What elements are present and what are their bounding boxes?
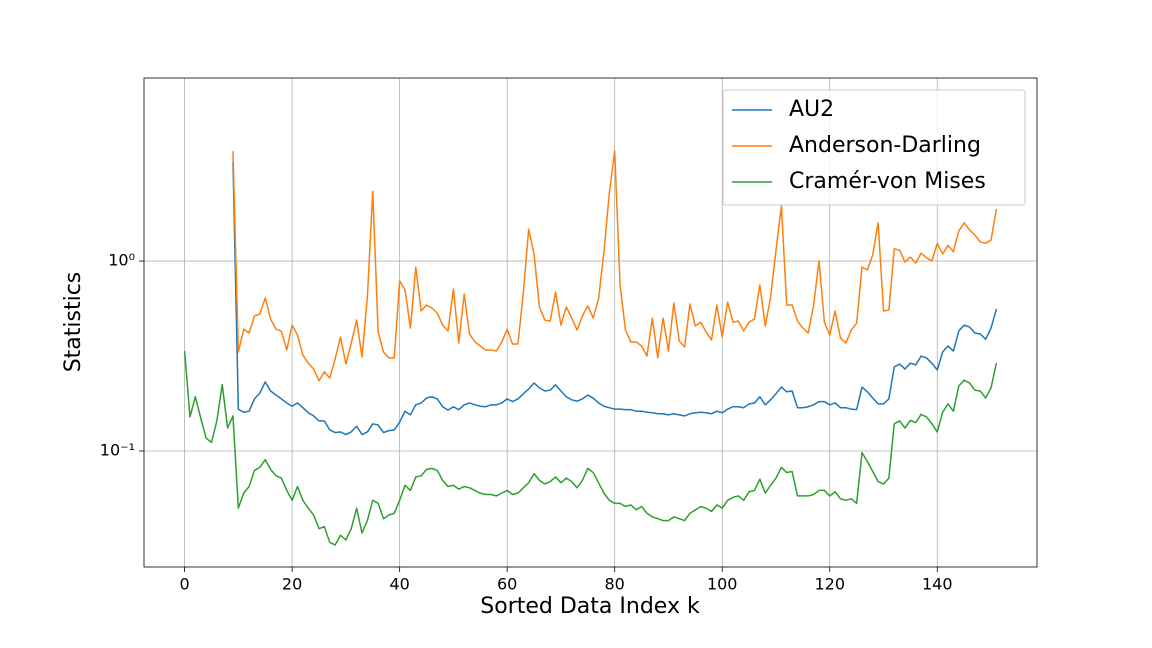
x-tick-label: 120 (814, 575, 845, 594)
plot-frame (143, 77, 1038, 568)
data-line (232, 162, 998, 436)
data-line (232, 150, 998, 382)
legend-label: Cramér-von Mises (789, 169, 986, 194)
data-line (183, 350, 998, 546)
x-tick-label: 40 (389, 575, 409, 594)
legend-label: Anderson-Darling (789, 133, 981, 158)
x-tick-label: 20 (282, 575, 302, 594)
x-tick-label: 60 (497, 575, 517, 594)
legend-box (722, 89, 1026, 206)
legend-label: AU2 (789, 97, 834, 122)
x-axis-label: Sorted Data Index k (480, 594, 700, 619)
x-tick-label: 0 (179, 575, 189, 594)
y-axis-label: Statistics (61, 272, 86, 373)
legend: AU2 Anderson-Darling Cramér-von Mises (722, 89, 1026, 206)
x-tick-label: 140 (922, 575, 953, 594)
x-tick-label: 80 (605, 575, 625, 594)
y-tick-label: 10⁰ (108, 251, 135, 270)
y-tick-label: 10⁻¹ (100, 440, 135, 459)
x-tick-label: 100 (707, 575, 738, 594)
